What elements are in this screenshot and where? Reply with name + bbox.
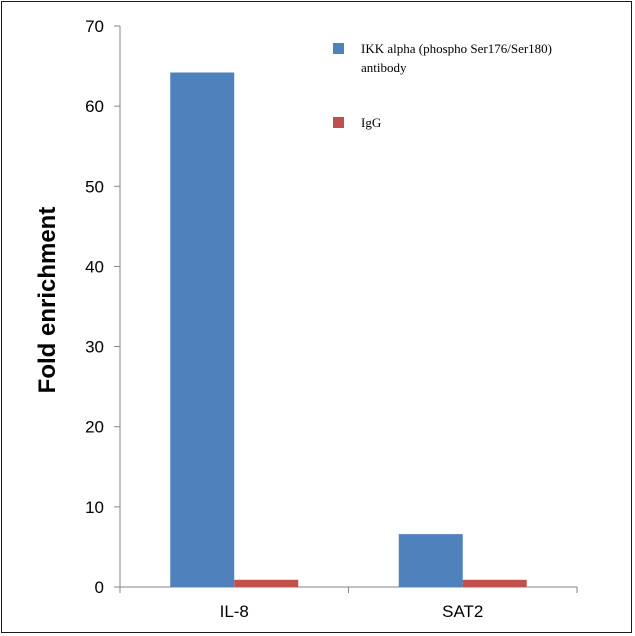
- chart-legend: IKK alpha (phospho Ser176/Ser180) antibod…: [333, 41, 552, 130]
- chart-bars: [170, 72, 527, 588]
- y-axis-ticks: 0 10 20 30 40 50 60 70: [85, 17, 120, 597]
- y-tick-label: 60: [85, 97, 104, 116]
- legend-label: antibody: [361, 60, 407, 75]
- x-tick-label: IL-8: [220, 602, 249, 621]
- y-tick-label: 40: [85, 257, 104, 276]
- bar: [234, 579, 299, 587]
- y-tick-label: 70: [85, 17, 104, 36]
- y-tick-label: 30: [85, 338, 104, 357]
- y-tick-label: 0: [95, 578, 104, 597]
- legend-label: IgG: [361, 115, 381, 130]
- y-tick-label: 50: [85, 177, 104, 196]
- x-tick-label: SAT2: [442, 602, 483, 621]
- bar: [398, 534, 463, 587]
- legend-swatch: [333, 43, 344, 54]
- x-axis-ticks: IL-8 SAT2: [119, 587, 578, 621]
- legend-swatch: [333, 117, 344, 128]
- legend-label: IKK alpha (phospho Ser176/Ser180): [361, 41, 552, 56]
- bar: [462, 579, 527, 587]
- y-tick-label: 10: [85, 498, 104, 517]
- y-tick-label: 20: [85, 418, 104, 437]
- bar: [170, 72, 235, 588]
- y-axis-label: Fold enrichment: [34, 207, 61, 394]
